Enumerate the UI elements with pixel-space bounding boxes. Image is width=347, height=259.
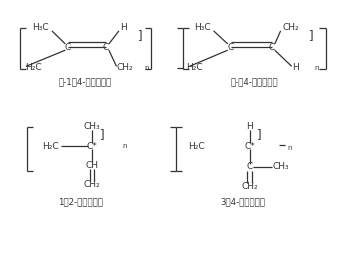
Text: H₂C: H₂C — [186, 63, 203, 72]
Text: H₂C: H₂C — [42, 142, 59, 151]
Text: C: C — [227, 42, 234, 52]
Text: CH₂: CH₂ — [283, 23, 299, 32]
Text: C: C — [269, 42, 275, 52]
Text: C*: C* — [87, 142, 98, 151]
Text: ]: ] — [308, 29, 313, 42]
Text: CH₂: CH₂ — [117, 63, 134, 72]
Text: H₃C: H₃C — [194, 23, 211, 32]
Text: n: n — [123, 143, 127, 149]
Text: 3，4-聚异戊二烯: 3，4-聚异戊二烯 — [220, 197, 265, 206]
Text: H: H — [246, 123, 253, 131]
Text: CH: CH — [86, 161, 99, 170]
Text: C: C — [246, 162, 253, 171]
Text: H: H — [120, 23, 127, 32]
Text: C: C — [103, 42, 109, 52]
Text: ]: ] — [100, 128, 104, 141]
Text: H: H — [292, 63, 298, 72]
Text: CH₃: CH₃ — [84, 123, 101, 131]
Text: 顺-1，4-聚异戊二烯: 顺-1，4-聚异戊二烯 — [59, 77, 112, 86]
Text: ]: ] — [138, 29, 143, 42]
Text: CH₃: CH₃ — [272, 162, 289, 171]
Text: n: n — [315, 65, 319, 71]
Text: ]: ] — [257, 128, 262, 141]
Text: 1，2-聚异戊二烯: 1，2-聚异戊二烯 — [58, 197, 103, 206]
Text: n: n — [287, 145, 292, 150]
Text: 反-，4-聚异戊二烯: 反-，4-聚异戊二烯 — [231, 77, 279, 86]
Text: n: n — [145, 65, 149, 71]
Text: H₃C: H₃C — [32, 23, 49, 32]
Text: C: C — [65, 42, 71, 52]
Text: H₂C: H₂C — [188, 142, 204, 151]
Text: CH₂: CH₂ — [84, 180, 101, 189]
Text: H₂C: H₂C — [25, 63, 42, 72]
Text: C*: C* — [244, 142, 255, 151]
Text: CH₂: CH₂ — [241, 182, 258, 191]
